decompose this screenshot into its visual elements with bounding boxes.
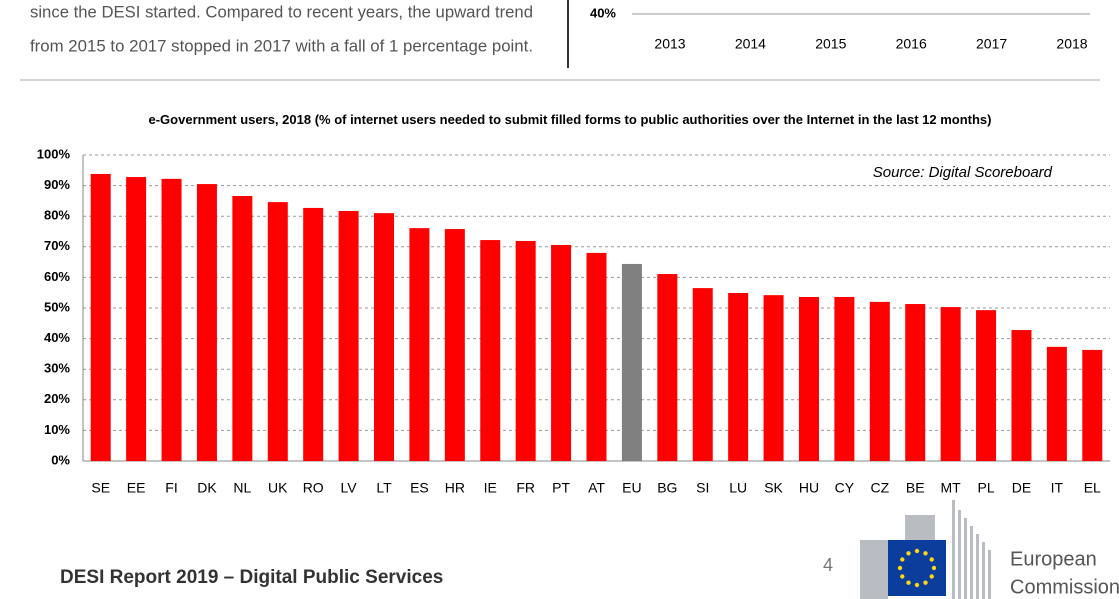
bar — [232, 196, 253, 461]
x-tick-label: ES — [410, 480, 429, 496]
star — [914, 582, 920, 588]
x-tick-label: BE — [906, 480, 925, 496]
bar — [338, 210, 359, 461]
star — [923, 580, 928, 585]
bar — [551, 244, 572, 461]
x-tick-label: CZ — [870, 480, 889, 496]
brand-line: European — [1010, 548, 1097, 570]
bar — [728, 293, 749, 461]
brand-line: Commission — [1010, 576, 1119, 598]
y-tick-label: 40% — [590, 5, 616, 20]
bar — [621, 263, 642, 461]
y-tick-label: 80% — [44, 208, 70, 223]
bar — [480, 240, 501, 461]
x-tick-label: LU — [729, 480, 747, 496]
y-tick-label: 70% — [44, 238, 70, 253]
footer-title: DESI Report 2019 – Digital Public Servic… — [60, 567, 443, 588]
bar — [1046, 346, 1067, 461]
logo — [860, 500, 991, 599]
bar — [126, 177, 147, 462]
x-tick-label: HU — [799, 480, 819, 496]
bar — [798, 296, 819, 461]
x-tick-label: DK — [197, 480, 217, 496]
page-number: 4 — [823, 555, 833, 575]
bar — [196, 184, 217, 461]
bar — [303, 207, 324, 461]
x-tick-label: NL — [233, 480, 251, 496]
x-tick-label: DE — [1012, 480, 1031, 496]
bar — [444, 229, 465, 461]
x-tick-label: 2016 — [896, 36, 927, 52]
y-tick-label: 10% — [44, 422, 70, 437]
bar — [374, 213, 395, 461]
star — [906, 551, 911, 556]
bar — [1011, 330, 1032, 461]
y-tick-label: 60% — [44, 269, 70, 284]
star — [906, 580, 911, 585]
bar — [267, 202, 288, 461]
bar — [90, 173, 111, 462]
x-tick-label: IT — [1051, 480, 1064, 496]
star — [929, 557, 934, 562]
star — [923, 551, 928, 556]
annotation: Source: Digital Scoreboard — [873, 164, 1053, 181]
x-tick-label: RO — [303, 480, 324, 496]
bar — [692, 288, 713, 461]
x-tick-label: PL — [977, 480, 994, 496]
x-tick-label: BG — [657, 480, 677, 496]
bar — [515, 240, 536, 461]
x-tick-label: CY — [835, 480, 855, 496]
star — [929, 574, 934, 579]
x-tick-label: FI — [165, 480, 177, 496]
star — [900, 557, 905, 562]
y-tick-label: 100% — [37, 146, 71, 161]
x-tick-label: 2014 — [735, 36, 766, 52]
x-tick-label: 2018 — [1056, 36, 1087, 52]
y-tick-label: 40% — [44, 330, 70, 345]
paragraph-line: from 2015 to 2017 stopped in 2017 with a… — [30, 36, 533, 55]
bar — [657, 274, 678, 461]
bar — [161, 178, 182, 462]
x-tick-label: FR — [516, 480, 535, 496]
star — [931, 565, 937, 571]
x-tick-label: AT — [588, 480, 605, 496]
y-tick-label: 90% — [44, 177, 70, 192]
x-tick-label: 2013 — [654, 36, 685, 52]
x-tick-label: PT — [552, 480, 570, 496]
x-tick-label: 2015 — [815, 36, 846, 52]
bar — [869, 301, 890, 461]
bar — [834, 296, 855, 461]
y-tick-label: 30% — [44, 361, 70, 376]
bar — [1082, 349, 1103, 461]
star — [914, 548, 920, 554]
star — [897, 565, 903, 571]
x-tick-label: UK — [268, 480, 288, 496]
x-tick-label: SI — [696, 480, 709, 496]
x-tick-label: LV — [341, 480, 358, 496]
chart-title-box: e-Government users, 2018 (% of internet … — [148, 112, 992, 127]
bar — [976, 310, 997, 461]
x-tick-label: EU — [622, 480, 641, 496]
x-tick-label: MT — [941, 480, 962, 496]
y-tick-label: 0% — [51, 452, 70, 467]
paragraph-line: since the DESI started. Compared to rece… — [30, 2, 533, 21]
y-tick-label: 20% — [44, 391, 70, 406]
x-tick-label: EE — [127, 480, 146, 496]
y-tick-label: 50% — [44, 299, 70, 314]
x-tick-label: IE — [484, 480, 497, 496]
x-tick-label: HR — [445, 480, 465, 496]
x-tick-label: EL — [1084, 480, 1101, 496]
bar — [586, 252, 607, 461]
bar — [409, 228, 430, 461]
x-tick-label: SE — [91, 480, 110, 496]
x-tick-label: LT — [376, 480, 392, 496]
bar — [905, 304, 926, 461]
chart-title: e-Government users, 2018 (% of internet … — [148, 112, 992, 127]
bar — [940, 307, 961, 461]
star — [900, 574, 905, 579]
x-tick-label: 2017 — [976, 36, 1007, 52]
x-tick-label: SK — [764, 480, 783, 496]
bar — [763, 295, 784, 461]
